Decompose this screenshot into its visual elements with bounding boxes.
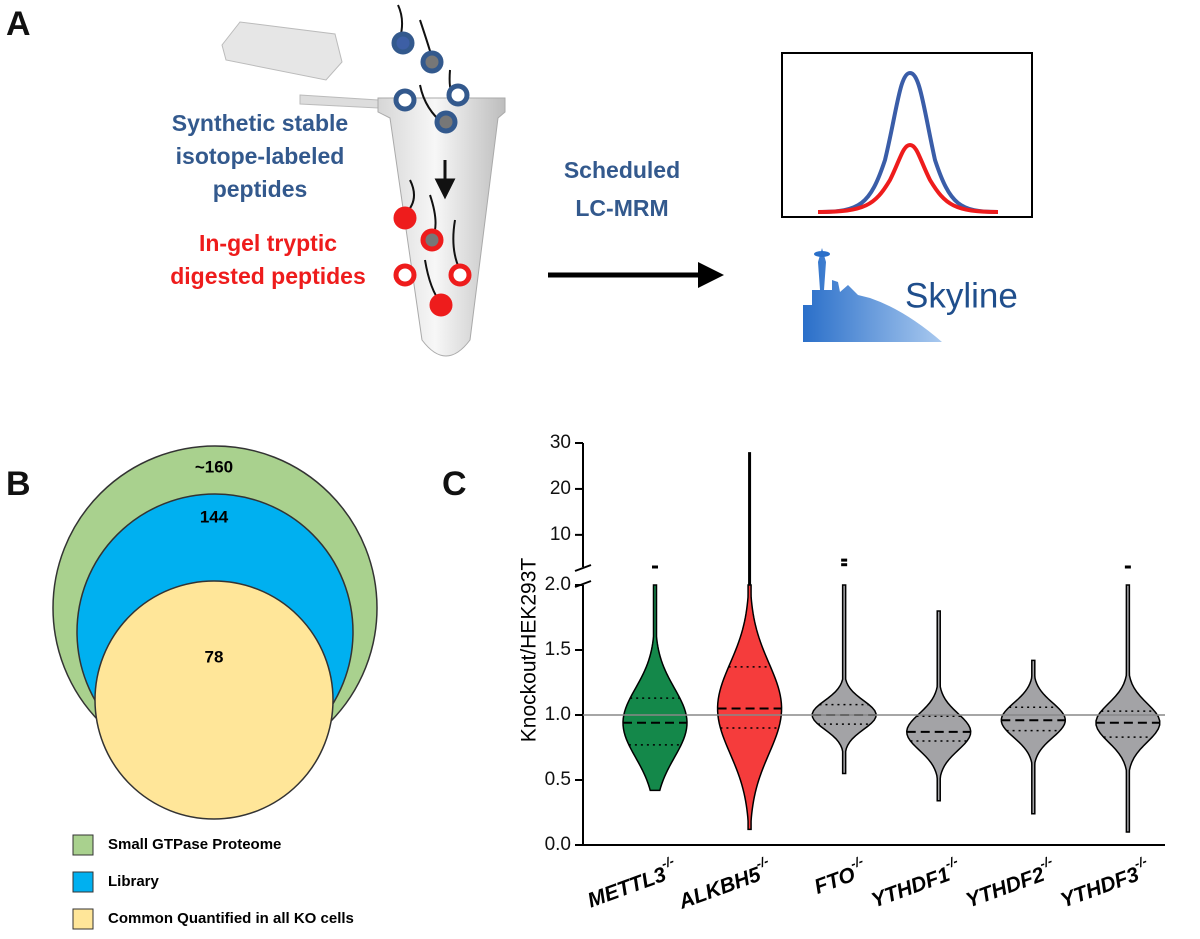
x-tick-label: YTHDF3-/- [1056,853,1154,912]
category-name: ALKBH5 [675,862,764,913]
violin-body [905,610,972,802]
set-count: 144 [200,507,229,526]
venn: ~160 Small GTPase Proteome 144 Library 78 Com… [52,445,378,930]
down-arrow [434,160,456,200]
tube [221,21,506,357]
y-tick-label: 10 [550,524,571,545]
y-tick-label: 1.5 [545,639,571,660]
x-tick-label: YTHDF1-/- [866,853,964,912]
digested-peptides-text: In-gel tryptic digested peptides [170,230,366,289]
violin-body [1095,584,1161,833]
text-line: Scheduled [564,157,680,183]
method-text: Scheduled LC-MRM [564,157,680,221]
chromatogram-box [781,52,1033,218]
violin-body [716,584,783,831]
text-line: LC-MRM [575,195,668,221]
x-tick-label: YTHDF2-/- [961,853,1059,912]
set-circle [94,580,334,820]
legend-label: Library [108,873,160,890]
y-tick-label: 20 [550,478,571,499]
molecules [391,31,472,317]
text-line: peptides [213,176,308,202]
category-name: YTHDF2 [963,862,1048,912]
legend-swatch [72,834,94,856]
violin-body [1000,659,1067,815]
category-name: FTO [811,862,858,898]
y-tick-label: 0.0 [545,834,571,855]
set-count: ~160 [195,457,233,476]
heavy-peak [817,70,999,214]
text-line: Synthetic stable [172,110,348,136]
violin-body [622,584,688,792]
category-superscript: -/- [1038,853,1055,871]
y-tick-label: 1.0 [545,704,571,725]
category-superscript: -/- [754,853,771,871]
skyline-logo [803,248,942,342]
category-name: METTL3 [584,862,669,912]
x-tick-label: FTO-/- [809,853,869,898]
category-superscript: -/- [943,853,960,871]
text-line: In-gel tryptic [199,230,337,256]
y-tick-label: 30 [550,432,571,453]
category-name: YTHDF1 [868,862,953,912]
category-name: YTHDF3 [1057,862,1142,912]
x-tick-label: ALKBH5-/- [673,853,775,913]
panel-label: C [442,465,467,503]
violin-body [811,584,877,775]
set-count: 78 [205,647,224,666]
category-superscript: -/- [849,853,866,871]
panel-label: A [6,5,31,43]
y-tick-label: 2.0 [545,574,571,595]
flow-arrowhead [698,262,724,288]
axis-break [574,564,592,588]
text-line: digested peptides [170,263,366,289]
software-name: Skyline [905,276,1018,315]
panel-label: B [6,465,31,503]
y-axis-label: Knockout/HEK293T [518,558,541,743]
light-peak [817,142,999,214]
x-tick-label: METTL3-/- [583,853,681,912]
legend-swatch [72,908,94,930]
text-line: isotope-labeled [176,143,345,169]
legend-swatch [72,871,94,893]
legend-label: Small GTPase Proteome [108,836,281,853]
y-tick-label: 0.5 [545,769,571,790]
category-superscript: -/- [659,853,676,871]
legend-label: Common Quantified in all KO cells [108,910,354,927]
labeled-peptides-text: Synthetic stable isotope-labeled peptides [172,110,348,202]
category-superscript: -/- [1132,853,1149,871]
